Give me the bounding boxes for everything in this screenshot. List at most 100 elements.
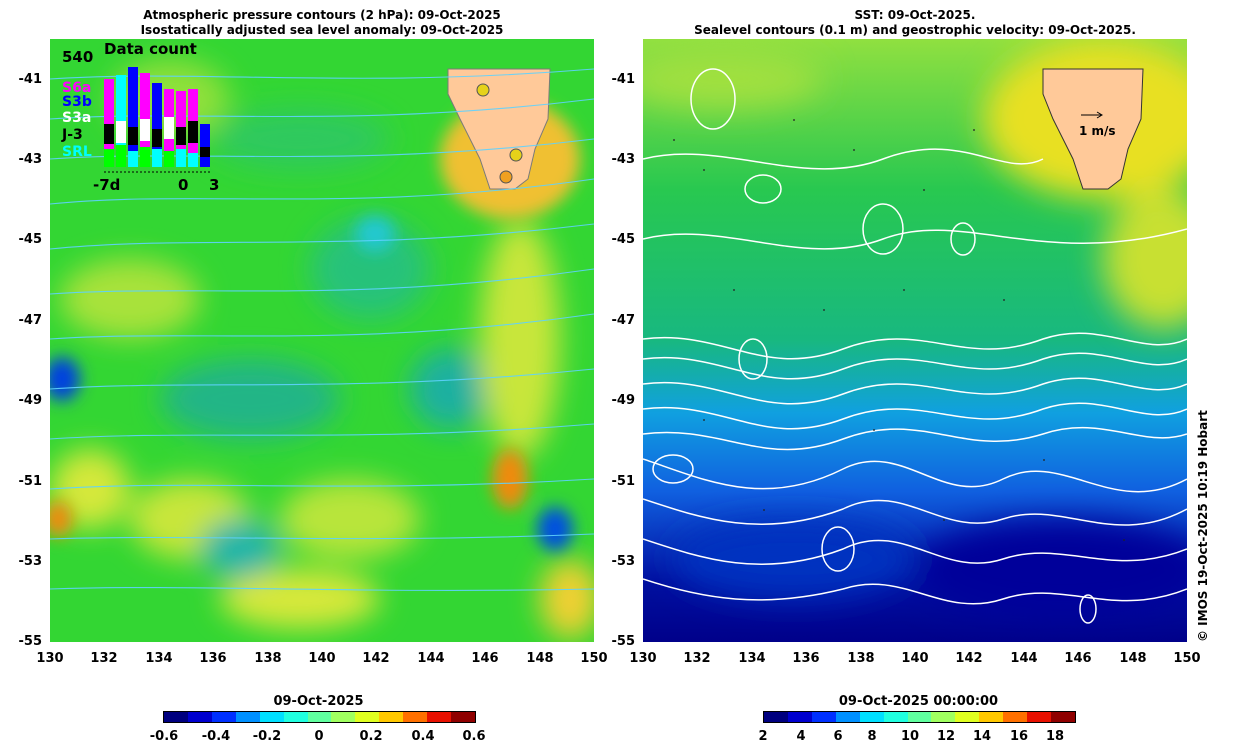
left-ytick: -55 xyxy=(18,634,43,649)
right-cb-tick: 8 xyxy=(867,729,877,744)
left-xtick: 142 xyxy=(362,651,390,666)
right-xtick: 138 xyxy=(847,651,875,666)
left-cb-tick: -0.6 xyxy=(149,729,179,744)
right-map-graphic xyxy=(643,39,1187,642)
colorbar-segment xyxy=(811,712,836,722)
inset-max-label: 540 xyxy=(62,48,94,66)
right-xtick: 146 xyxy=(1064,651,1092,666)
right-map-sst xyxy=(643,39,1187,642)
colorbar-segment xyxy=(235,712,260,722)
right-cb-tick: 4 xyxy=(796,729,806,744)
left-ytick: -49 xyxy=(18,393,43,408)
mission-j3: J-3 xyxy=(62,127,83,143)
mission-s6a: S6a xyxy=(62,80,92,96)
right-xtick: 142 xyxy=(955,651,983,666)
left-title-line2: Isostatically adjusted sea level anomaly… xyxy=(140,23,504,37)
right-cb-tick: 14 xyxy=(972,729,992,744)
colorbar-segment xyxy=(764,712,788,722)
right-ytick: -47 xyxy=(611,313,636,328)
right-xtick: 150 xyxy=(1173,651,1201,666)
velocity-key-label: 1 m/s xyxy=(1079,124,1116,138)
right-xtick: 132 xyxy=(683,651,711,666)
left-ytick: -45 xyxy=(18,232,43,247)
left-xtick: 148 xyxy=(526,651,554,666)
colorbar-segment xyxy=(787,712,812,722)
right-cb-tick: 18 xyxy=(1045,729,1065,744)
left-map-graphic xyxy=(50,39,594,642)
left-cb-tick: 0.6 xyxy=(462,729,486,744)
left-colorbar xyxy=(163,711,476,723)
colorbar-segment xyxy=(955,712,980,722)
colorbar-segment xyxy=(979,712,1004,722)
left-xtick: 146 xyxy=(471,651,499,666)
tide-gauge-marker xyxy=(499,170,513,184)
inset-xlabel-start: -7d xyxy=(93,176,121,194)
left-cb-tick: 0.2 xyxy=(359,729,383,744)
inset-xlabel-end: 3 xyxy=(209,176,220,194)
left-xtick: 136 xyxy=(199,651,227,666)
colorbar-segment xyxy=(379,712,404,722)
mission-s3a: S3a xyxy=(62,110,92,126)
mission-srl: SRL xyxy=(62,144,92,160)
colorbar-segment xyxy=(187,712,212,722)
colorbar-segment xyxy=(211,712,236,722)
colorbar-segment xyxy=(883,712,908,722)
right-cb-tick: 16 xyxy=(1009,729,1029,744)
left-ytick: -47 xyxy=(18,313,43,328)
colorbar-segment xyxy=(931,712,956,722)
colorbar-segment xyxy=(1003,712,1028,722)
right-cb-tick: 12 xyxy=(936,729,956,744)
right-xtick: 144 xyxy=(1010,651,1038,666)
colorbar-segment xyxy=(835,712,860,722)
colorbar-segment xyxy=(907,712,932,722)
colorbar-segment xyxy=(859,712,884,722)
colorbar-segment xyxy=(427,712,452,722)
right-ytick: -55 xyxy=(611,634,636,649)
right-ytick: -41 xyxy=(611,72,636,87)
colorbar-segment xyxy=(259,712,284,722)
left-xtick: 138 xyxy=(254,651,282,666)
right-title-line1: SST: 09-Oct-2025. xyxy=(854,8,976,22)
inset-title: Data count xyxy=(104,40,197,58)
left-colorbar-title: 09-Oct-2025 xyxy=(273,694,364,709)
colorbar-segment xyxy=(451,712,475,722)
right-xtick: 140 xyxy=(901,651,929,666)
right-colorbar-title: 09-Oct-2025 00:00:00 xyxy=(838,694,999,709)
tide-gauge-marker xyxy=(509,148,523,162)
left-xtick: 134 xyxy=(145,651,173,666)
left-ytick: -51 xyxy=(18,474,43,489)
colorbar-segment xyxy=(307,712,332,722)
left-xtick: 130 xyxy=(36,651,64,666)
left-map-sla xyxy=(50,39,594,642)
left-xtick: 132 xyxy=(90,651,118,666)
left-cb-tick: -0.4 xyxy=(201,729,231,744)
left-cb-tick: 0.4 xyxy=(411,729,435,744)
right-colorbar xyxy=(763,711,1076,723)
left-xtick: 144 xyxy=(417,651,445,666)
tasmania-land xyxy=(1042,68,1144,190)
colorbar-segment xyxy=(331,712,356,722)
right-ytick: -43 xyxy=(611,152,636,167)
left-xtick: 140 xyxy=(308,651,336,666)
right-title-line2: Sealevel contours (0.1 m) and geostrophi… xyxy=(694,23,1136,37)
colorbar-segment xyxy=(164,712,188,722)
right-ytick: -53 xyxy=(611,554,636,569)
right-ytick: -45 xyxy=(611,232,636,247)
colorbar-segment xyxy=(1051,712,1075,722)
right-cb-tick: 2 xyxy=(758,729,768,744)
colorbar-segment xyxy=(1027,712,1052,722)
right-cb-tick: 6 xyxy=(833,729,843,744)
right-xtick: 134 xyxy=(738,651,766,666)
right-cb-tick: 10 xyxy=(900,729,920,744)
data-count-inset xyxy=(104,67,212,173)
right-ytick: -49 xyxy=(611,393,636,408)
left-cb-tick: 0 xyxy=(314,729,324,744)
colorbar-segment xyxy=(403,712,428,722)
right-xtick: 148 xyxy=(1119,651,1147,666)
right-xtick: 130 xyxy=(629,651,657,666)
left-ytick: -43 xyxy=(18,152,43,167)
right-xtick: 136 xyxy=(792,651,820,666)
mission-s3b: S3b xyxy=(62,94,92,110)
tide-gauge-marker xyxy=(476,83,490,97)
left-ytick: -53 xyxy=(18,554,43,569)
